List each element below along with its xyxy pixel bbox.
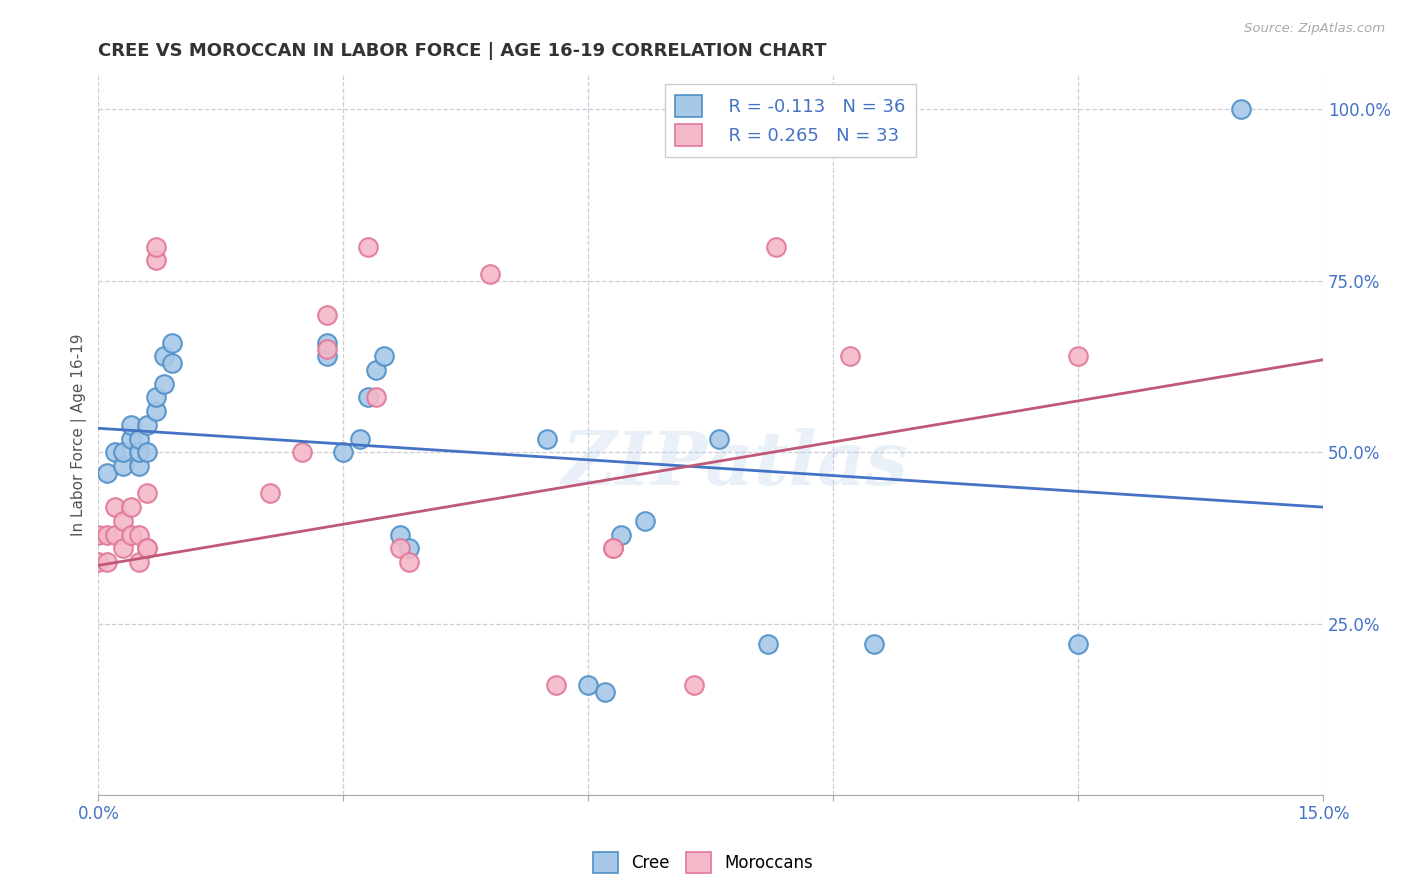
Point bbox=[120, 432, 142, 446]
Point bbox=[602, 541, 624, 556]
Point bbox=[576, 678, 599, 692]
Point bbox=[152, 376, 174, 391]
Point bbox=[136, 541, 159, 556]
Point bbox=[634, 514, 657, 528]
Point bbox=[104, 527, 127, 541]
Point bbox=[1230, 103, 1253, 117]
Point bbox=[765, 239, 787, 253]
Point bbox=[357, 391, 380, 405]
Point bbox=[398, 555, 420, 569]
Point bbox=[145, 391, 167, 405]
Point bbox=[145, 239, 167, 253]
Text: ZIPatlas: ZIPatlas bbox=[562, 427, 908, 500]
Point bbox=[145, 253, 167, 268]
Text: Source: ZipAtlas.com: Source: ZipAtlas.com bbox=[1244, 22, 1385, 36]
Point bbox=[610, 527, 633, 541]
Point bbox=[291, 445, 314, 459]
Point bbox=[136, 486, 159, 500]
Text: CREE VS MOROCCAN IN LABOR FORCE | AGE 16-19 CORRELATION CHART: CREE VS MOROCCAN IN LABOR FORCE | AGE 16… bbox=[98, 42, 827, 60]
Point bbox=[87, 527, 110, 541]
Point bbox=[136, 417, 159, 432]
Point bbox=[120, 417, 142, 432]
Point bbox=[602, 541, 624, 556]
Point bbox=[863, 637, 886, 651]
Point bbox=[111, 445, 134, 459]
Point bbox=[756, 637, 779, 651]
Point bbox=[316, 335, 339, 350]
Point bbox=[683, 678, 706, 692]
Point bbox=[373, 349, 395, 363]
Point bbox=[87, 555, 110, 569]
Legend: Cree, Moroccans: Cree, Moroccans bbox=[586, 846, 820, 880]
Point bbox=[259, 486, 281, 500]
Point bbox=[120, 527, 142, 541]
Point bbox=[104, 445, 127, 459]
Point bbox=[128, 445, 150, 459]
Point bbox=[707, 432, 730, 446]
Point bbox=[160, 335, 183, 350]
Point bbox=[332, 445, 354, 459]
Point bbox=[145, 404, 167, 418]
Point bbox=[1067, 637, 1090, 651]
Point bbox=[128, 555, 150, 569]
Y-axis label: In Labor Force | Age 16-19: In Labor Force | Age 16-19 bbox=[72, 334, 87, 536]
Point bbox=[398, 541, 420, 556]
Point bbox=[316, 308, 339, 322]
Point bbox=[104, 500, 127, 515]
Point bbox=[364, 391, 387, 405]
Point bbox=[120, 500, 142, 515]
Point bbox=[479, 267, 502, 281]
Point bbox=[96, 555, 118, 569]
Point bbox=[128, 432, 150, 446]
Point bbox=[1067, 349, 1090, 363]
Point bbox=[536, 432, 558, 446]
Point bbox=[349, 432, 371, 446]
Point bbox=[128, 527, 150, 541]
Point bbox=[357, 239, 380, 253]
Point bbox=[111, 541, 134, 556]
Point bbox=[136, 445, 159, 459]
Point bbox=[111, 458, 134, 473]
Point bbox=[160, 356, 183, 370]
Point bbox=[152, 349, 174, 363]
Point bbox=[593, 685, 616, 699]
Point bbox=[364, 363, 387, 377]
Point bbox=[316, 349, 339, 363]
Point bbox=[96, 527, 118, 541]
Point bbox=[96, 466, 118, 480]
Point bbox=[316, 343, 339, 357]
Point bbox=[111, 514, 134, 528]
Point bbox=[544, 678, 567, 692]
Legend:   R = -0.113   N = 36,   R = 0.265   N = 33: R = -0.113 N = 36, R = 0.265 N = 33 bbox=[665, 84, 917, 157]
Point bbox=[389, 541, 412, 556]
Point bbox=[838, 349, 860, 363]
Point bbox=[389, 527, 412, 541]
Point bbox=[136, 541, 159, 556]
Point bbox=[128, 458, 150, 473]
